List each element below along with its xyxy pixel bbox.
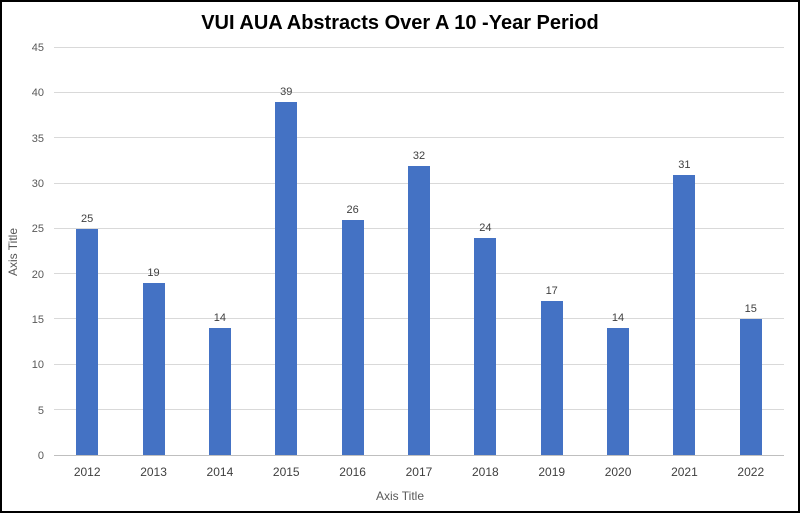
x-tick-label: 2014 [206,465,234,479]
plot-area: 25 19 14 39 26 32 24 17 14 31 15 [54,47,784,456]
bar-value-label: 17 [545,285,558,298]
bar-column-2018: 24 [452,48,518,455]
y-axis-title: Axis Title [6,228,20,277]
bar-column-2020: 14 [585,48,651,455]
y-tick-label: 20 [31,268,44,281]
chart-title: VUI AUA Abstracts Over A 10 -Year Period [201,12,599,34]
bar-column-2017: 32 [386,48,452,455]
bar-value-label: 31 [678,158,691,171]
x-tick-label: 2022 [737,465,765,479]
bar-value-label: 14 [611,312,625,325]
bar-2021 [673,174,696,455]
x-tick-label: 2016 [339,465,366,479]
gridline [54,47,784,48]
bar-2019 [540,301,563,455]
bar-2016 [341,219,364,455]
y-tick-label: 40 [31,87,44,100]
bar-column-2022: 15 [718,48,784,455]
bar-column-2021: 31 [651,48,717,455]
bar-2012 [76,228,99,455]
x-tick-label: 2020 [604,465,632,479]
gridline [54,92,784,94]
bar-2017 [407,165,430,455]
x-tick-label: 2019 [538,465,566,479]
bar-2014 [208,328,231,455]
bar-column-2016: 26 [319,48,385,455]
bar-column-2015: 39 [253,48,319,455]
y-tick-label: 25 [31,223,44,236]
bar-column-2014: 14 [187,48,253,455]
x-tick-label: 2015 [272,465,300,479]
y-tick-label: 0 [37,450,44,462]
y-tick-label: 45 [31,42,44,54]
bar-value-label: 14 [213,312,227,325]
y-axis-tick-labels: 0 5 10 15 20 25 30 35 40 45 [24,42,50,462]
bar-value-label: 24 [479,221,492,234]
bar-value-label: 15 [744,303,757,316]
bar-2013 [142,283,165,455]
bar-column-2013: 19 [120,48,186,455]
y-tick-label: 5 [37,404,44,417]
gridline [54,137,784,139]
bar-2015 [275,102,298,455]
y-tick-label: 30 [31,178,44,191]
bar-2018 [474,237,497,455]
x-tick-label: 2021 [671,465,698,479]
y-tick-label: 15 [31,314,44,327]
bar-series: 25 19 14 39 26 32 24 17 14 31 15 [54,48,784,455]
x-tick-label: 2017 [405,465,433,479]
bar-column-2012: 25 [54,48,120,455]
bar-value-label: 19 [147,267,160,280]
y-tick-label: 35 [31,132,44,145]
bar-value-label: 39 [280,86,293,99]
bar-2020 [607,328,630,455]
x-tick-label: 2018 [471,465,499,479]
bar-value-label: 26 [346,203,359,216]
bar-2022 [739,319,762,455]
x-axis-tick-labels: 2012 2013 2014 2015 2016 2017 2018 2019 2020 2021… [54,459,784,481]
x-tick-label: 2013 [140,465,167,479]
x-axis-title: Axis Title [375,489,424,503]
y-tick-label: 10 [31,359,44,372]
bar-value-label: 25 [81,212,94,225]
bar-column-2019: 17 [519,48,585,455]
bar-value-label: 32 [412,149,426,162]
x-tick-label: 2012 [73,465,101,479]
